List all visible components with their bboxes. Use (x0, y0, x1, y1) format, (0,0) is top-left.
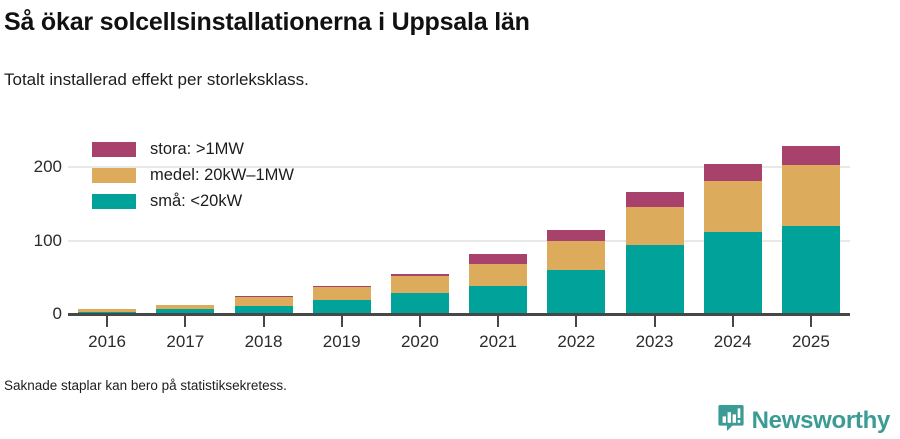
bar-segment-large[interactable] (469, 254, 528, 264)
bar-segment-small[interactable] (625, 244, 684, 313)
legend-item-medium[interactable]: medel: 20kW–1MW (92, 162, 294, 188)
bar-segment-medium[interactable] (625, 207, 684, 245)
bar-segment-medium[interactable] (469, 263, 528, 286)
bar-segment-large[interactable] (625, 191, 684, 208)
x-axis-tick (809, 316, 812, 327)
plot-area: 0 100 200 2016 2017 2018 2019 2020 2021 2022 2023… (0, 120, 900, 351)
brand-name: Newsworthy (751, 406, 891, 434)
bar-group[interactable] (390, 274, 449, 313)
gridline (68, 166, 850, 169)
bar-segment-small[interactable] (781, 225, 840, 313)
bar-segment-small[interactable] (390, 293, 449, 313)
bar-group[interactable] (78, 308, 137, 313)
bar-segment-small[interactable] (312, 299, 371, 313)
x-axis-tick (340, 316, 343, 327)
chart-subtitle: Totalt installerad effekt per storlekskl… (4, 70, 309, 89)
bar-segment-medium[interactable] (703, 180, 762, 233)
x-axis-tick (106, 316, 109, 327)
bar-segment-small[interactable] (547, 270, 606, 313)
bar-group[interactable] (156, 304, 215, 313)
legend-label-medium: medel: 20kW–1MW (150, 165, 294, 184)
legend-swatch-medium (92, 167, 136, 183)
bar-segment-small[interactable] (78, 311, 137, 313)
bar-segment-small[interactable] (703, 232, 762, 313)
legend-swatch-small (92, 193, 136, 209)
x-axis-tick (262, 316, 265, 327)
x-axis-tick-label: 2017 (166, 332, 205, 351)
newsworthy-brand[interactable]: Newsworthy (718, 404, 890, 437)
bar-segment-medium[interactable] (234, 296, 293, 306)
bar-group[interactable] (781, 146, 840, 313)
x-axis-tick-label: 2023 (635, 332, 674, 351)
x-axis-tick-label: 2022 (557, 332, 596, 351)
x-axis-tick-label: 2020 (400, 332, 439, 351)
bar-group[interactable] (625, 191, 684, 313)
x-axis-tick (653, 316, 656, 327)
x-axis-tick-label: 2025 (791, 332, 830, 351)
bar-segment-medium[interactable] (156, 304, 215, 310)
bar-group[interactable] (469, 254, 528, 313)
bar-segment-small[interactable] (156, 309, 215, 313)
x-axis-tick (497, 316, 500, 327)
bar-segment-medium[interactable] (78, 308, 137, 312)
y-axis-tick-label: 0 (52, 304, 62, 323)
bar-segment-medium[interactable] (312, 287, 371, 300)
bar-segment-small[interactable] (234, 305, 293, 313)
bar-group[interactable] (234, 296, 293, 313)
bar-group[interactable] (312, 285, 371, 313)
legend-label-large: stora: >1MW (150, 139, 244, 158)
bar-segment-medium[interactable] (547, 241, 606, 271)
x-axis-tick (418, 316, 421, 327)
bar-segment-large[interactable] (781, 146, 840, 165)
bar-chart-bubble-icon (718, 404, 744, 437)
bars-layer: 2016 2017 2018 2019 2020 2021 2022 2023 2024 2025 (0, 120, 900, 351)
x-axis-tick (575, 316, 578, 327)
bar-segment-large[interactable] (234, 296, 293, 297)
x-axis-tick-label: 2024 (713, 332, 752, 351)
y-axis-tick-label: 200 (33, 157, 62, 177)
bar-segment-small[interactable] (469, 285, 528, 313)
page-title: Så ökar solcellsinstallationerna i Uppsa… (4, 8, 530, 36)
legend-label-small: små: <20kW (150, 191, 243, 210)
bar-group[interactable] (703, 164, 762, 313)
bar-segment-large[interactable] (312, 285, 371, 288)
legend-swatch-large (92, 141, 136, 157)
x-axis-tick (184, 316, 187, 327)
bar-segment-large[interactable] (703, 164, 762, 181)
bar-segment-medium[interactable] (781, 164, 840, 226)
bar-segment-large[interactable] (390, 274, 449, 276)
x-axis-tick (731, 316, 734, 327)
bar-segment-large[interactable] (547, 230, 606, 242)
x-axis-tick-label: 2018 (244, 332, 283, 351)
chart-footnote: Saknade staplar kan bero på statistiksek… (4, 378, 287, 393)
axis-baseline (68, 313, 850, 316)
chart-legend: stora: >1MW medel: 20kW–1MW små: <20kW (92, 136, 294, 214)
y-axis-tick-label: 100 (33, 230, 62, 250)
bar-segment-medium[interactable] (390, 275, 449, 294)
bar-group[interactable] (547, 230, 606, 313)
legend-item-small[interactable]: små: <20kW (92, 188, 294, 214)
legend-item-large[interactable]: stora: >1MW (92, 136, 294, 162)
gridlines-layer: 0 100 200 (0, 120, 900, 323)
x-axis-tick-label: 2019 (322, 332, 361, 351)
x-axis-tick-label: 2021 (479, 332, 517, 351)
gridline (68, 239, 850, 242)
x-axis-tick-label: 2016 (88, 332, 126, 351)
